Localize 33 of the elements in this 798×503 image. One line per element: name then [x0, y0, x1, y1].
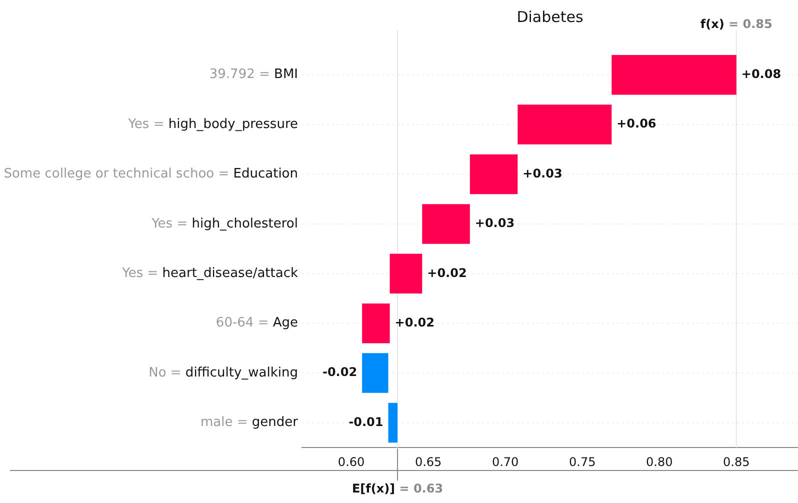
data-label: +0.02 [427, 266, 467, 280]
bar [470, 154, 518, 194]
bar [518, 104, 612, 144]
bar [362, 303, 390, 344]
data-label: +0.08 [741, 66, 782, 81]
data-label: -0.01 [348, 414, 384, 429]
bar [390, 254, 422, 294]
x-tick-label: 0.65 [414, 454, 442, 469]
ref-line-label: f(x) = 0.85 [700, 17, 772, 32]
bar [388, 402, 398, 443]
bar [362, 353, 388, 393]
data-label: +0.03 [522, 166, 562, 180]
x-tick-label: 0.85 [723, 454, 750, 469]
x-tick-label: 0.60 [338, 454, 365, 469]
x-tick-label: 0.75 [568, 454, 596, 469]
data-label: +0.03 [474, 216, 515, 230]
bar [612, 54, 736, 95]
chart-title: Diabetes [516, 8, 584, 26]
y-tick-label: male = gender [200, 415, 299, 430]
bar [422, 204, 470, 244]
y-tick-label: Yes = high_body_pressure [127, 116, 298, 132]
y-tick-label: Yes = high_cholesterol [150, 216, 298, 232]
ref-line-label: E[f(x)] = 0.63 [352, 482, 444, 496]
x-tick-label: 0.70 [492, 454, 519, 469]
y-tick-label: 60-64 = Age [216, 316, 298, 331]
x-tick-label: 0.80 [646, 454, 673, 469]
y-tick-label: No = difficulty_walking [148, 365, 298, 380]
y-tick-label: 39.792 = BMI [209, 67, 298, 82]
data-label: -0.02 [322, 365, 358, 380]
y-tick-label: Some college or technical schoo = Education [4, 166, 298, 182]
data-label: +0.02 [394, 315, 434, 330]
y-tick-label: Yes = heart_disease/attack [121, 266, 298, 282]
data-label: +0.06 [616, 116, 656, 131]
